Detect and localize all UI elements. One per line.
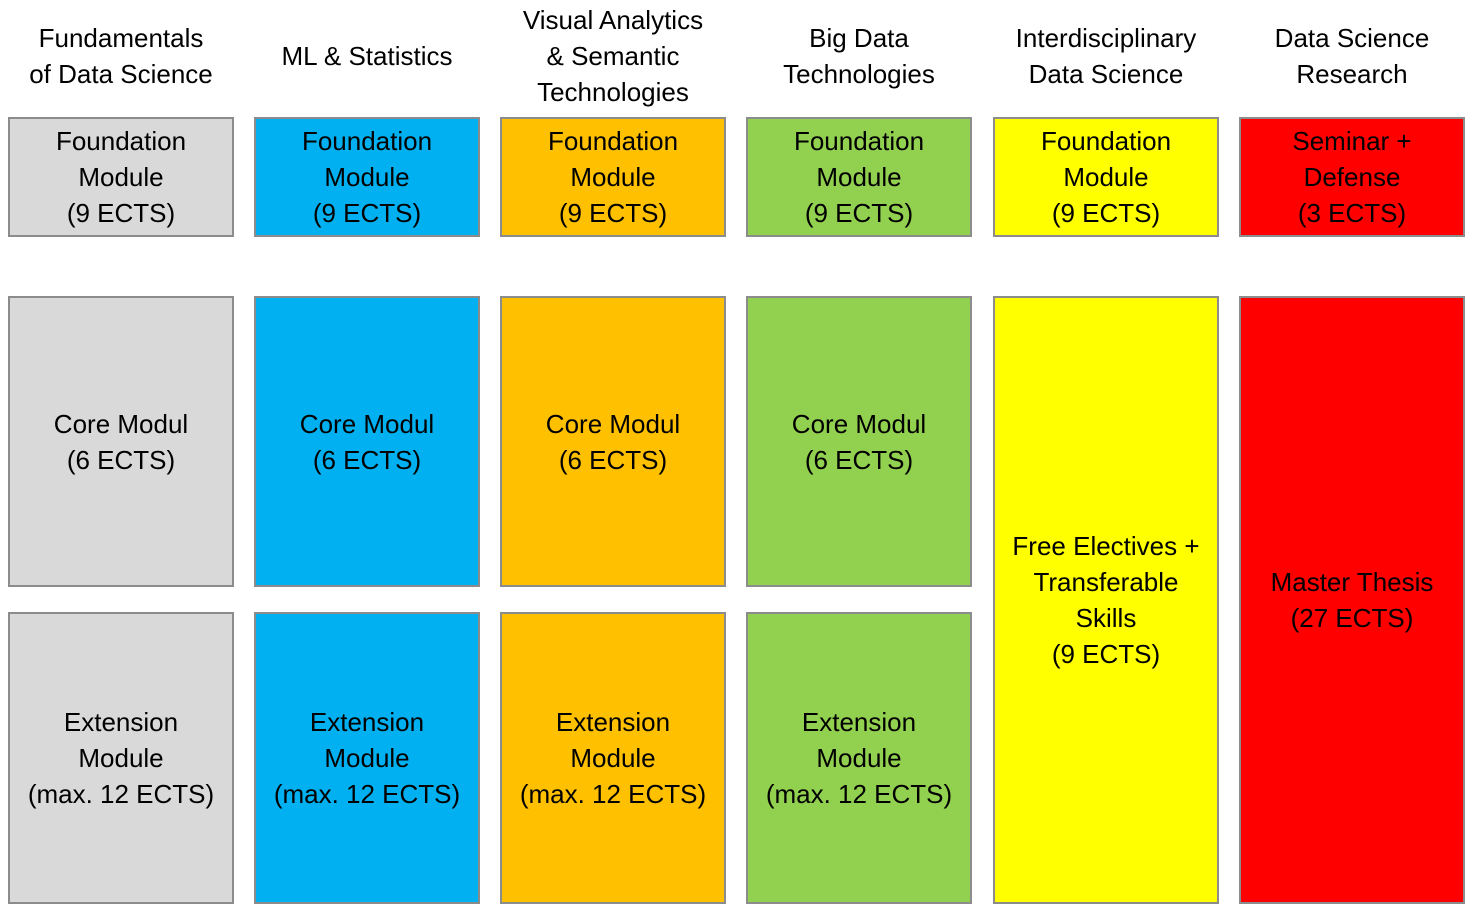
column-header-big-data: Big Data Technologies	[783, 23, 935, 89]
extension-module-ml-statistics: Extension Module (max. 12 ECTS)	[254, 612, 480, 904]
foundation-module-visual-analytics: Foundation Module (9 ECTS)	[500, 117, 726, 237]
foundation-module-ml-statistics: Foundation Module (9 ECTS)	[254, 117, 480, 237]
column-header-interdisciplinary: Interdisciplinary Data Science	[1015, 23, 1197, 89]
seminar-defense-label: Seminar + Defense (3 ECTS)	[1292, 126, 1412, 228]
core-module-label: Core Modul (6 ECTS)	[545, 408, 681, 475]
foundation-module-label: Foundation Module (9 ECTS)	[793, 126, 925, 228]
extension-module-label: Extension Module (max. 12 ECTS)	[27, 707, 215, 809]
column-header-fundamentals: Fundamentals of Data Science	[29, 23, 213, 89]
extension-module-visual-analytics: Extension Module (max. 12 ECTS)	[500, 612, 726, 904]
master-thesis-label: Master Thesis (27 ECTS)	[1270, 567, 1434, 633]
free-electives-label: Free Electives + Transferable Skills (9 …	[1012, 531, 1200, 669]
seminar-defense-module: Seminar + Defense (3 ECTS)	[1239, 117, 1465, 237]
core-module-ml-statistics: Core Modul (6 ECTS)	[254, 296, 480, 587]
foundation-module-interdisciplinary: Foundation Module (9 ECTS)	[993, 117, 1219, 237]
column-header-research: Data Science Research	[1274, 23, 1430, 89]
foundation-module-label: Foundation Module (9 ECTS)	[55, 126, 187, 228]
foundation-module-label: Foundation Module (9 ECTS)	[1040, 126, 1172, 228]
core-module-visual-analytics: Core Modul (6 ECTS)	[500, 296, 726, 587]
column-header-ml-statistics: ML & Statistics	[281, 41, 453, 71]
extension-module-big-data: Extension Module (max. 12 ECTS)	[746, 612, 972, 904]
core-module-fundamentals: Core Modul (6 ECTS)	[8, 296, 234, 587]
master-thesis-module: Master Thesis (27 ECTS)	[1239, 296, 1465, 904]
foundation-module-label: Foundation Module (9 ECTS)	[547, 126, 679, 228]
extension-module-label: Extension Module (max. 12 ECTS)	[519, 707, 707, 809]
core-module-label: Core Modul (6 ECTS)	[791, 408, 927, 475]
column-header-visual-analytics: Visual Analytics & Semantic Technologies	[522, 5, 704, 107]
foundation-module-fundamentals: Foundation Module (9 ECTS)	[8, 117, 234, 237]
core-module-label: Core Modul (6 ECTS)	[53, 408, 189, 475]
free-electives-module: Free Electives + Transferable Skills (9 …	[993, 296, 1219, 904]
core-module-label: Core Modul (6 ECTS)	[299, 408, 435, 475]
core-module-big-data: Core Modul (6 ECTS)	[746, 296, 972, 587]
extension-module-label: Extension Module (max. 12 ECTS)	[765, 707, 953, 809]
foundation-module-big-data: Foundation Module (9 ECTS)	[746, 117, 972, 237]
extension-module-fundamentals: Extension Module (max. 12 ECTS)	[8, 612, 234, 904]
extension-module-label: Extension Module (max. 12 ECTS)	[273, 707, 461, 809]
foundation-module-label: Foundation Module (9 ECTS)	[301, 126, 433, 228]
